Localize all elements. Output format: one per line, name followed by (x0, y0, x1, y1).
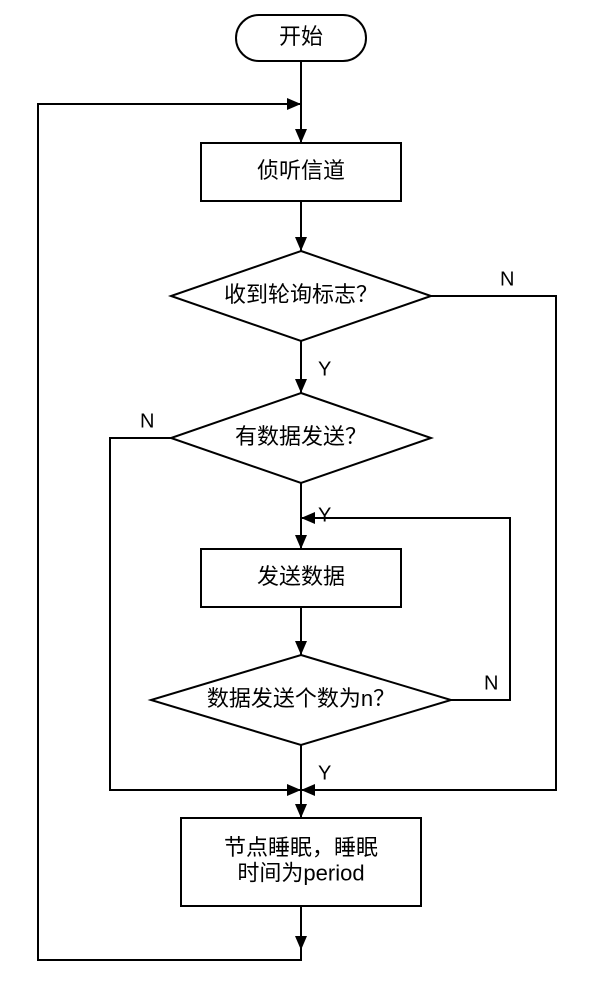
svg-text:时间为period: 时间为period (237, 860, 364, 885)
svg-text:N: N (484, 672, 498, 694)
svg-text:Y: Y (318, 504, 331, 526)
flowchart: Y Y Y N N N 开始侦听信道收到轮询标志？ 有数据发送？ 发送数据数据发送个数为n？ 节点… (0, 0, 602, 1000)
svg-text:N: N (500, 268, 514, 290)
svg-text:发送数据: 发送数据 (257, 564, 345, 589)
svg-text:数据发送个数为n？: 数据发送个数为n？ (207, 686, 395, 711)
svg-text:收到轮询标志？: 收到轮询标志？ (224, 282, 378, 307)
svg-text:侦听信道: 侦听信道 (257, 158, 345, 183)
svg-text:N: N (140, 410, 154, 432)
svg-text:有数据发送？: 有数据发送？ (235, 424, 367, 449)
svg-text:开始: 开始 (279, 24, 323, 49)
svg-text:Y: Y (318, 762, 331, 784)
svg-text:节点睡眠，睡眠: 节点睡眠，睡眠 (224, 835, 378, 860)
svg-text:Y: Y (318, 358, 331, 380)
